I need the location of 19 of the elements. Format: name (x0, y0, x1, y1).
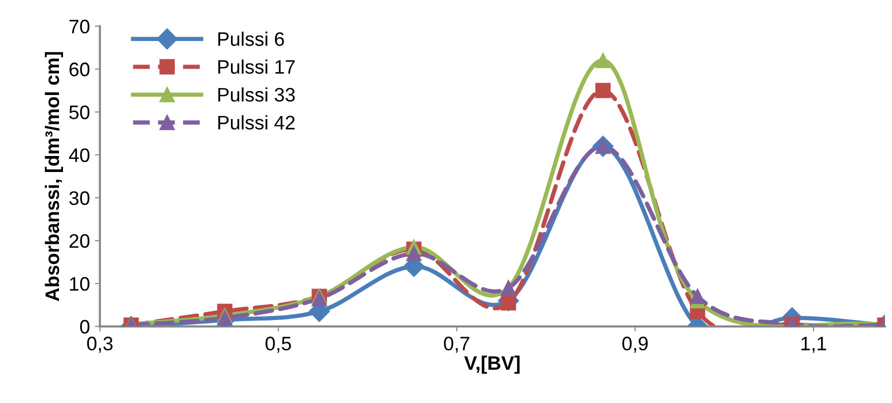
x-tick-label: 0,5 (266, 336, 292, 353)
y-tick-label: 40 (69, 148, 90, 162)
legend-label: Pulssi 33 (218, 87, 295, 102)
legend-label: Pulssi 42 (218, 115, 295, 130)
y-tick-label: 20 (70, 234, 90, 248)
y-tick-label: 60 (70, 62, 90, 76)
y-tick-label: 70 (70, 20, 90, 34)
y-axis-title: Absorbanssi, [dm³/mol cm] (44, 52, 63, 302)
x-tick-label: 0,3 (87, 336, 113, 353)
legend-label: Pulssi 6 (218, 32, 284, 46)
y-tick-label: 50 (69, 105, 90, 120)
x-tick-label: 0,7 (444, 336, 470, 353)
y-tick-label: 10 (70, 277, 90, 291)
y-tick-label: 0 (80, 320, 90, 334)
legend-label: Pulssi 17 (218, 60, 295, 74)
x-tick-label: 0,9 (622, 336, 648, 353)
x-tick-label: 1,1 (801, 336, 826, 353)
y-tick-label: 30 (69, 191, 90, 205)
x-axis-title: V,[BV] (464, 356, 520, 374)
